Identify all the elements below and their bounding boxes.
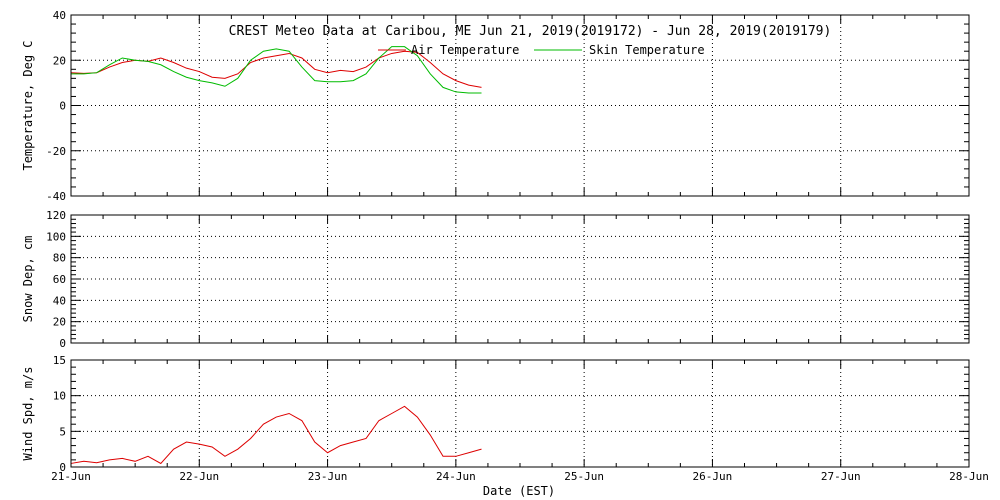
wind-speed-series [70,405,482,465]
y-tick-label: 40 [53,294,66,307]
legend-air-temperature-label: Air Temperature [411,43,519,57]
y-tick-label: 0 [59,337,66,350]
y-tick-label: 5 [59,425,66,438]
y-tick-label: 0 [59,461,66,474]
y-tick-label: -40 [46,190,66,203]
y-tick-label: 10 [53,390,66,403]
x-tick-label: 24-Jun [436,470,476,483]
series-line [70,405,482,465]
wind-speed-plot-frame [70,359,970,468]
series-line [71,46,482,94]
temperature-legend: Air Temperature Skin Temperature [378,43,705,57]
temperature-gridlines [71,15,969,196]
date-x-ticks: 21-Jun 22-Jun 23-Jun 24-Jun 25-Jun 26-Jun 27-J… [51,15,989,483]
y-tick-label: 0 [59,100,66,113]
temperature-y-axis-label: Temperature, Deg C [21,40,35,170]
wind-speed-panel: Wind Spd, m/s 0 5 10 15 [21,354,970,474]
y-tick-label: 20 [53,316,66,329]
snow-depth-y-axis-label: Snow Dep, cm [21,236,35,323]
y-tick-label: -20 [46,145,66,158]
x-tick-label: 28-Jun [949,470,989,483]
x-tick-label: 26-Jun [693,470,733,483]
x-tick-label: 22-Jun [179,470,219,483]
y-tick-label: 100 [46,230,66,243]
x-tick-label: 23-Jun [308,470,348,483]
wind-speed-y-axis-label: Wind Spd, m/s [21,367,35,461]
snow-depth-panel: Snow Dep, cm 0 20 40 60 80 100 120 [21,209,970,350]
x-axis-label: Date (EST) [483,484,555,498]
y-tick-label: 80 [53,252,66,265]
y-tick-label: 60 [53,273,66,286]
x-tick-label: 25-Jun [564,470,604,483]
y-tick-label: 15 [53,354,66,367]
x-tick-label: 21-Jun [51,470,91,483]
legend-skin-temperature-label: Skin Temperature [589,43,705,57]
y-tick-label: 20 [53,54,66,67]
wind-speed-y-ticks: 0 5 10 15 [53,354,969,474]
temperature-series [70,46,482,94]
y-tick-label: 120 [46,209,66,222]
snow-depth-gridlines [71,215,969,343]
x-tick-label: 27-Jun [821,470,861,483]
snow-depth-y-ticks: 0 20 40 60 80 100 120 [46,209,969,350]
y-tick-label: 40 [53,9,66,22]
wind-speed-gridlines [71,360,969,467]
chart-title: CREST Meteo Data at Caribou, ME Jun 21, … [229,24,832,39]
